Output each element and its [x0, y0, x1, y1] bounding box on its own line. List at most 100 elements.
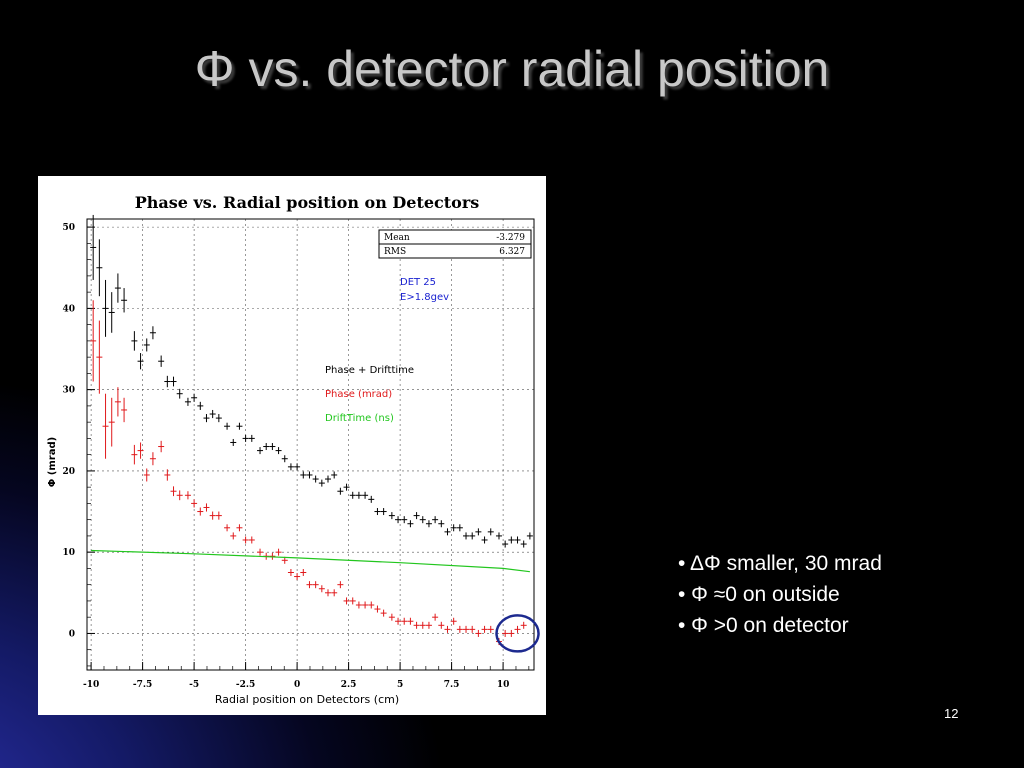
x-tick-label: 2.5	[341, 680, 357, 690]
data-point-phase-mrad	[318, 585, 325, 593]
data-point-phase-drifttime	[184, 397, 191, 406]
data-point-phase-drifttime	[362, 491, 369, 499]
data-point-phase-mrad	[444, 625, 451, 633]
chart-title: Phase vs. Radial position on Detectors	[135, 193, 480, 212]
data-point-phase-mrad	[224, 524, 231, 532]
page-number: 12	[944, 706, 959, 721]
data-point-phase-drifttime	[170, 376, 177, 387]
data-point-phase-mrad	[287, 568, 294, 576]
x-tick-label: 0	[294, 680, 300, 690]
data-point-phase-drifttime	[343, 483, 350, 491]
data-point-phase-drifttime	[257, 447, 264, 455]
data-point-phase-drifttime	[191, 393, 198, 402]
legend-drifttime: DriftTime (ns)	[325, 413, 394, 424]
data-point-phase-drifttime	[413, 512, 420, 520]
plot-frame	[86, 218, 535, 671]
data-point-phase-mrad	[294, 573, 301, 581]
data-point-phase-drifttime	[197, 401, 204, 410]
x-tick-label: 10	[497, 680, 510, 690]
data-point-phase-drifttime	[102, 279, 109, 337]
data-point-phase-mrad	[362, 601, 369, 609]
data-point-phase-mrad	[463, 625, 470, 633]
stats-mean-value: -3.279	[496, 233, 525, 243]
data-point-phase-mrad	[275, 548, 282, 556]
data-point-phase-mrad	[337, 581, 344, 589]
data-point-phase-mrad	[102, 393, 109, 459]
legend-phase-drifttime: Phase + Drifttime	[325, 365, 414, 376]
data-point-phase-drifttime	[203, 414, 210, 423]
data-point-phase-drifttime	[114, 273, 121, 303]
series-layer	[90, 214, 533, 646]
data-point-phase-drifttime	[380, 508, 387, 516]
data-point-phase-mrad	[401, 617, 408, 625]
data-point-phase-mrad	[114, 387, 121, 417]
data-point-phase-mrad	[425, 621, 432, 629]
legend-phase: Phase (mrad)	[325, 389, 392, 400]
y-axis-label: Φ (mrad)	[47, 437, 58, 487]
data-point-phase-mrad	[388, 613, 395, 621]
data-point-phase-mrad	[269, 552, 276, 560]
data-point-phase-drifttime	[248, 434, 255, 442]
data-point-phase-drifttime	[456, 524, 463, 532]
data-point-phase-mrad	[380, 609, 387, 617]
data-point-phase-drifttime	[368, 495, 375, 503]
data-point-phase-drifttime	[495, 532, 502, 540]
data-point-phase-drifttime	[224, 422, 231, 430]
y-tick-label: 0	[69, 629, 75, 639]
data-point-phase-drifttime	[450, 524, 457, 532]
x-tick-label: -7.5	[133, 680, 152, 690]
data-point-phase-drifttime	[463, 532, 470, 540]
data-point-phase-mrad	[131, 444, 138, 465]
slide-title: Φ vs. detector radial position	[194, 41, 830, 97]
data-point-phase-drifttime	[137, 353, 144, 370]
data-point-phase-drifttime	[143, 338, 150, 352]
data-point-phase-mrad	[343, 597, 350, 605]
data-point-phase-mrad	[520, 621, 527, 629]
data-point-phase-drifttime	[236, 422, 243, 430]
stats-rms-value: 6.327	[499, 247, 525, 257]
data-point-phase-drifttime	[395, 516, 402, 524]
data-point-phase-drifttime	[349, 491, 356, 499]
data-point-phase-mrad	[395, 617, 402, 625]
data-point-phase-drifttime	[374, 508, 381, 516]
data-point-phase-mrad	[456, 625, 463, 633]
energy-annotation: E>1.8gev	[400, 292, 449, 303]
tick-layer: -10 -7.5 -5 -2.5 0 2.5 5 7.5 10 0 10 20 30 40 50	[62, 223, 530, 690]
data-point-phase-drifttime	[149, 326, 156, 340]
data-point-phase-mrad	[450, 617, 457, 625]
x-axis-label: Radial position on Detectors (cm)	[215, 693, 399, 706]
data-point-phase-mrad	[149, 452, 156, 466]
data-point-phase-mrad	[248, 536, 255, 544]
data-point-phase-drifttime	[281, 455, 288, 463]
data-point-phase-mrad	[325, 589, 332, 597]
data-point-phase-drifttime	[275, 447, 282, 455]
data-point-phase-mrad	[502, 629, 509, 637]
x-tick-label: 7.5	[444, 680, 460, 690]
data-point-phase-drifttime	[432, 516, 439, 524]
data-point-phase-drifttime	[121, 288, 128, 313]
data-point-phase-drifttime	[294, 463, 301, 471]
data-point-phase-mrad	[413, 621, 420, 629]
data-point-phase-mrad	[508, 629, 515, 637]
data-point-phase-mrad	[170, 486, 177, 497]
data-point-phase-drifttime	[209, 409, 216, 419]
data-point-phase-drifttime	[444, 528, 451, 536]
data-point-phase-drifttime	[312, 475, 319, 483]
data-point-phase-mrad	[176, 490, 183, 501]
data-point-phase-drifttime	[520, 540, 527, 548]
data-point-phase-drifttime	[331, 471, 338, 479]
data-point-phase-mrad	[331, 589, 338, 597]
data-point-phase-drifttime	[502, 540, 509, 548]
data-point-phase-drifttime	[526, 532, 533, 540]
data-point-phase-mrad	[300, 568, 307, 576]
x-tick-label: 5	[397, 680, 403, 690]
data-point-phase-mrad	[209, 511, 216, 520]
data-point-phase-drifttime	[407, 520, 414, 528]
data-point-phase-drifttime	[96, 239, 103, 297]
data-point-phase-drifttime	[269, 443, 276, 451]
phase-vs-radial-chart: -10 -7.5 -5 -2.5 0 2.5 5 7.5 10 0 10 20 30 40 50 Phase…	[47, 193, 540, 706]
data-point-phase-mrad	[487, 625, 494, 633]
data-point-phase-mrad	[374, 605, 381, 613]
data-point-phase-mrad	[475, 629, 482, 637]
data-point-phase-mrad	[203, 503, 210, 512]
